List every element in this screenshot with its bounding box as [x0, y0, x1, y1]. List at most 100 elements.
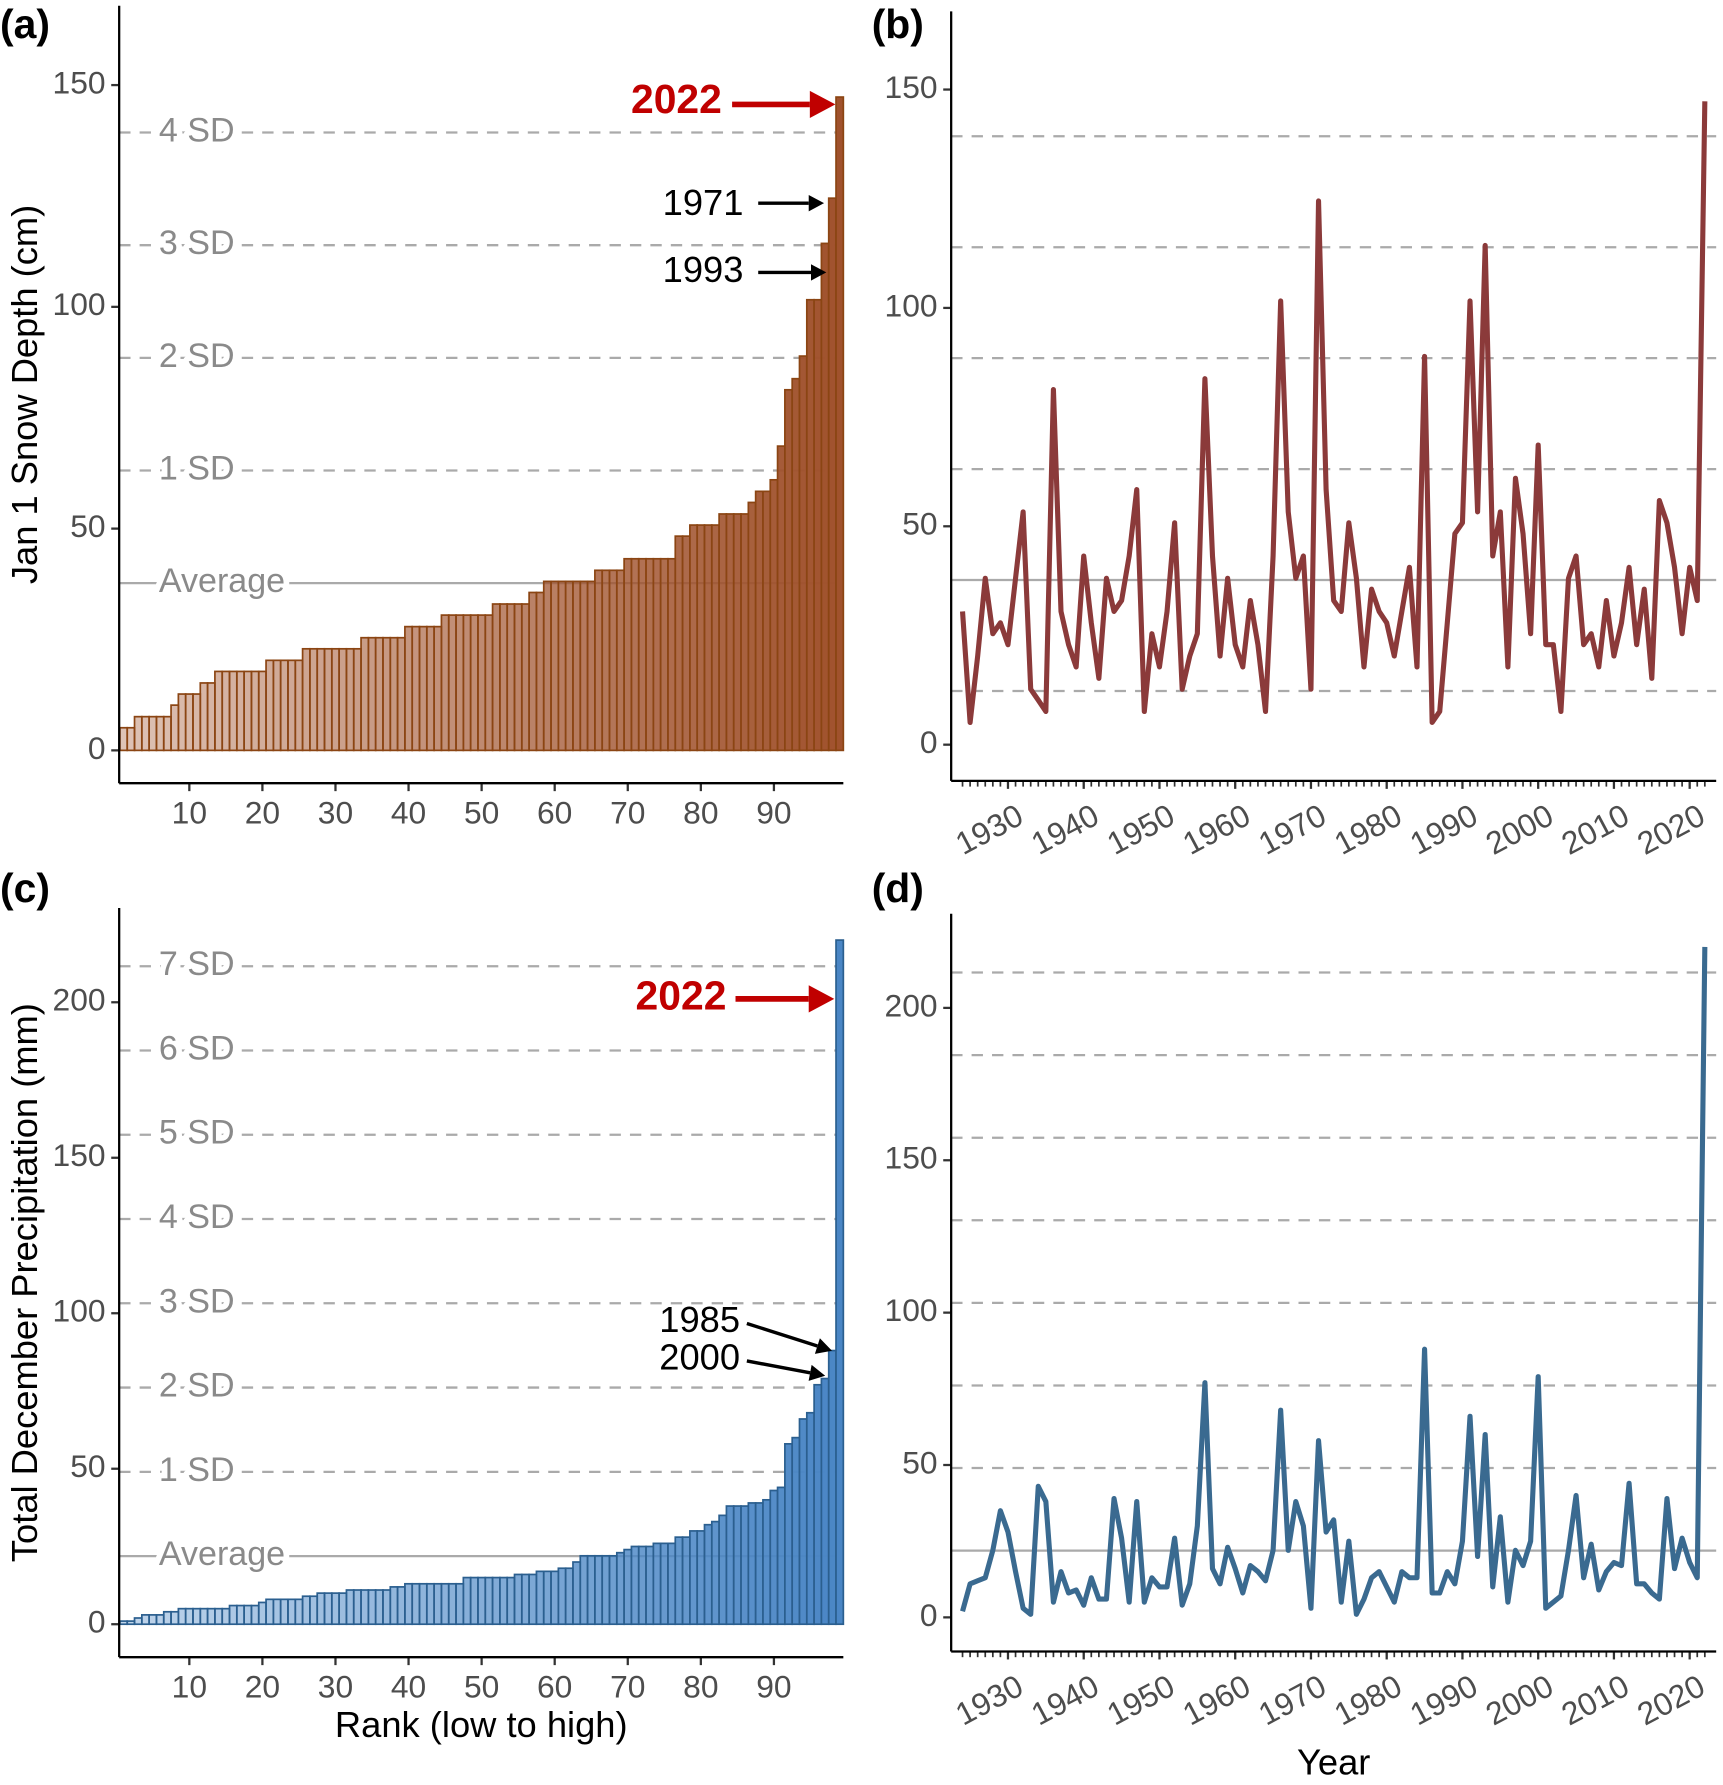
annotation-arrow — [746, 1359, 811, 1375]
bar — [418, 1582, 428, 1626]
bar — [762, 1498, 772, 1626]
bar — [608, 1554, 618, 1626]
bar — [199, 1607, 209, 1626]
bar — [199, 682, 209, 752]
bar — [396, 636, 406, 752]
y-tick-label: 50 — [70, 1448, 105, 1484]
x-tick-label: 70 — [610, 1668, 645, 1704]
bar — [243, 670, 253, 752]
bar — [411, 625, 421, 752]
bar — [564, 580, 574, 752]
x-axis-label: Year — [1297, 1742, 1370, 1783]
bar — [447, 1582, 457, 1626]
bar — [623, 557, 633, 752]
reference-label: 6 SD — [159, 1029, 235, 1067]
bar — [206, 1607, 216, 1626]
bar — [637, 1545, 647, 1626]
bar — [659, 557, 669, 752]
bar — [411, 1582, 421, 1626]
bar — [798, 355, 808, 752]
bar — [469, 614, 479, 752]
annotation-arrowhead — [808, 985, 835, 1013]
bar — [820, 242, 830, 752]
panel: (c) Total December Precipitation (mm) Rank… — [0, 865, 845, 1745]
y-tick-label: 50 — [902, 1444, 937, 1480]
annotation-arrow — [746, 1321, 818, 1348]
bar — [827, 197, 837, 752]
bar — [740, 1505, 750, 1626]
bar — [762, 490, 772, 752]
reference-label: 2 SD — [159, 337, 235, 375]
x-tick-label: 1930 — [950, 797, 1029, 862]
bar — [520, 603, 530, 752]
bar — [177, 693, 187, 752]
bar — [265, 1598, 275, 1626]
bar — [170, 704, 180, 752]
x-tick-label: 30 — [318, 1668, 353, 1704]
bar — [696, 524, 706, 752]
panel-label: (a) — [0, 1, 50, 47]
bar — [484, 1576, 494, 1626]
reference-label: 1 SD — [159, 450, 235, 488]
bar — [630, 557, 640, 752]
reference-label: 7 SD — [159, 945, 235, 983]
reference-label: 4 SD — [159, 112, 235, 150]
bar — [667, 1542, 677, 1626]
bar — [579, 580, 589, 752]
x-tick-label: 1940 — [1025, 797, 1104, 862]
bar — [659, 1542, 669, 1626]
x-tick-label: 10 — [172, 1668, 207, 1704]
bar — [506, 603, 516, 752]
bar — [703, 1523, 713, 1626]
bar — [594, 1554, 604, 1626]
bar — [469, 1576, 479, 1626]
annotation-arrowhead — [810, 264, 827, 281]
bar — [316, 647, 326, 752]
bar — [294, 1598, 304, 1626]
x-tick-label: 50 — [464, 1668, 499, 1704]
bar — [608, 569, 618, 752]
x-axis-label: Rank (low to high) — [335, 1704, 628, 1745]
y-axis-label: Jan 1 Snow Depth (cm) — [4, 205, 45, 584]
bar — [791, 1436, 801, 1626]
bar — [484, 614, 494, 752]
reference-label: 2 SD — [159, 1367, 235, 1405]
bar — [506, 1576, 516, 1626]
x-tick-label: 60 — [537, 1668, 572, 1704]
panel-label: (d) — [872, 865, 924, 911]
bar — [228, 670, 238, 752]
bar — [389, 636, 399, 752]
bar — [769, 478, 779, 752]
x-tick-label: 1980 — [1328, 1667, 1407, 1732]
bar — [681, 1536, 691, 1626]
bar — [309, 647, 319, 752]
bar — [148, 1614, 158, 1626]
reference-label: 1 SD — [159, 1451, 235, 1489]
bar — [747, 1502, 757, 1626]
bar — [535, 591, 545, 752]
bar — [330, 1592, 340, 1626]
bar — [542, 1570, 552, 1626]
x-tick-label: 2000 — [1480, 1667, 1559, 1732]
bar — [338, 1592, 348, 1626]
bar — [652, 557, 662, 752]
bar — [572, 1561, 582, 1626]
bar — [557, 1567, 567, 1626]
panel: (a) Jan 1 Snow Depth (cm) 0 50 100 150 10 20 30 4… — [0, 1, 845, 830]
bar — [586, 580, 596, 752]
reference-label: 4 SD — [159, 1198, 235, 1236]
x-tick-label: 70 — [610, 794, 645, 830]
bar — [367, 1589, 377, 1626]
x-tick-label: 20 — [245, 1668, 280, 1704]
bar — [813, 298, 823, 752]
bar — [221, 670, 231, 752]
bar — [681, 535, 691, 752]
annotation-arrowhead — [814, 1338, 832, 1354]
reference-label: 5 SD — [159, 1114, 235, 1152]
bar — [221, 1607, 231, 1626]
y-tick-label: 200 — [885, 987, 938, 1023]
bar — [323, 647, 333, 752]
bar — [345, 647, 355, 752]
bar — [667, 557, 677, 752]
bar — [184, 693, 194, 752]
